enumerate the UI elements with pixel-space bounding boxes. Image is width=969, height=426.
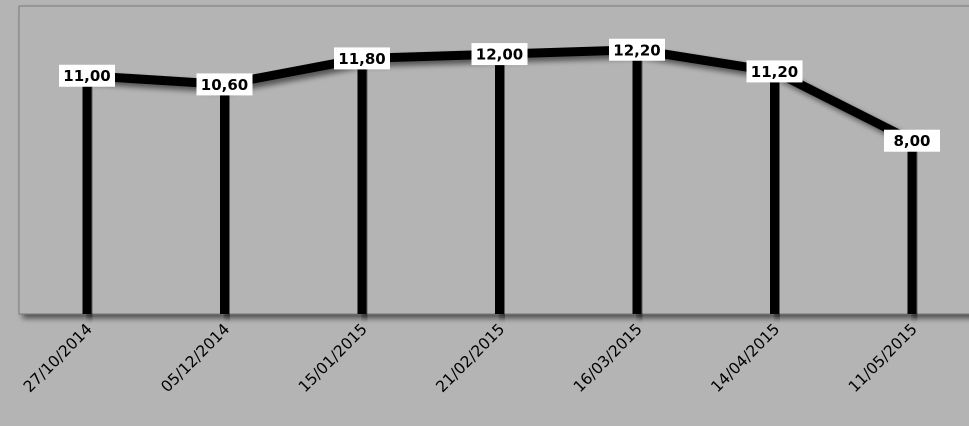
data-label-box (196, 73, 253, 96)
drop-line (632, 49, 642, 314)
data-label-text: 10,60 (201, 76, 248, 94)
drop-line (907, 140, 917, 314)
data-label-text: 12,00 (476, 46, 523, 64)
x-tick-label: 16/03/2015 (570, 320, 646, 396)
data-label-box (334, 47, 390, 70)
data-label-text: 11,00 (63, 67, 110, 85)
drop-line (220, 84, 229, 315)
data-label-text: 11,80 (338, 50, 385, 68)
x-tick-label: 14/04/2015 (707, 320, 783, 396)
x-tick-label: 21/02/2015 (432, 320, 508, 396)
data-label-box (59, 64, 115, 87)
drop-line (770, 71, 779, 314)
x-tick-label: 11/05/2015 (845, 320, 921, 396)
data-label-text: 12,20 (613, 41, 660, 59)
drop-line (495, 54, 504, 315)
data-label-box (471, 43, 528, 66)
data-label: 12,20 (609, 38, 665, 61)
data-label-text: 11,20 (751, 63, 798, 81)
data-label: 11,80 (334, 47, 390, 70)
data-label: 11,20 (746, 60, 803, 83)
data-label-box (884, 129, 940, 152)
data-label: 10,60 (196, 73, 253, 96)
drop-line (82, 75, 92, 315)
data-label-box (746, 60, 803, 83)
data-label: 8,00 (884, 129, 940, 152)
drop-line (357, 58, 367, 314)
data-label-text: 8,00 (893, 132, 930, 150)
data-label-box (609, 38, 665, 61)
x-tick-label: 27/10/2014 (20, 320, 96, 396)
x-tick-label: 15/01/2015 (295, 320, 371, 396)
data-label: 11,00 (59, 64, 115, 87)
data-label: 12,00 (471, 43, 528, 66)
x-tick-label: 05/12/2014 (157, 320, 233, 396)
